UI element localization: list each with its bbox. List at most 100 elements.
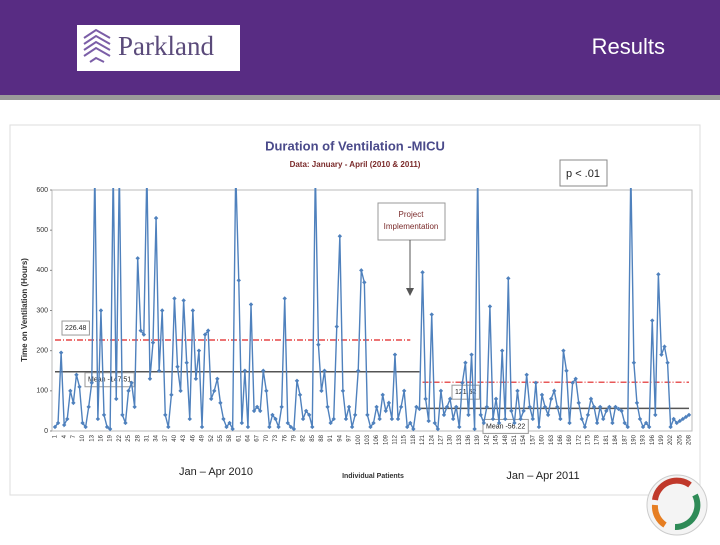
data-point <box>518 416 523 422</box>
data-point <box>472 426 477 432</box>
data-point <box>564 368 569 373</box>
data-point <box>659 352 664 357</box>
data-point <box>282 296 287 301</box>
data-point <box>668 424 673 430</box>
data-point <box>398 404 404 410</box>
x-tick-label: 40 <box>172 434 178 441</box>
x-tick-label: 151 <box>512 434 518 445</box>
data-point <box>159 308 165 313</box>
data-point <box>83 424 88 430</box>
data-point <box>132 404 137 410</box>
x-tick-label: 127 <box>438 434 444 445</box>
data-point <box>423 396 428 402</box>
data-point <box>555 404 560 410</box>
data-point <box>248 302 254 307</box>
x-tick-label: 124 <box>429 434 435 445</box>
x-tick-label: 61 <box>236 434 242 441</box>
data-point <box>267 424 272 430</box>
data-point <box>420 270 425 275</box>
data-point <box>533 380 539 385</box>
data-point <box>515 388 520 394</box>
reference-label: 121.52 <box>455 389 477 396</box>
data-point <box>202 332 208 337</box>
x-tick-label: 112 <box>393 434 399 444</box>
data-point <box>316 342 321 347</box>
x-tick-label: 184 <box>613 434 619 445</box>
data-point <box>307 412 312 418</box>
data-point <box>509 408 514 414</box>
data-point <box>215 376 220 381</box>
data-point <box>68 388 73 394</box>
x-tick-label: 139 <box>475 434 481 445</box>
data-point <box>478 412 483 418</box>
data-point <box>218 400 223 406</box>
data-point <box>392 352 398 357</box>
logo-icon <box>83 28 111 63</box>
data-point <box>98 308 104 313</box>
data-point <box>677 418 683 424</box>
chart-title: Duration of Ventilation -MICU <box>265 138 445 153</box>
x-tick-label: 76 <box>282 434 288 441</box>
data-point <box>408 420 413 426</box>
data-point <box>365 412 370 418</box>
x-tick-label: 10 <box>80 434 86 441</box>
x-tick-label: 70 <box>264 434 270 441</box>
data-point <box>457 424 462 430</box>
data-point <box>340 388 346 394</box>
reference-label: 226.48 <box>65 325 87 332</box>
data-point <box>212 388 217 394</box>
x-tick-label: 7 <box>71 434 77 438</box>
data-point <box>631 360 637 365</box>
x-tick-label: 115 <box>402 434 408 444</box>
data-point <box>527 404 532 410</box>
data-point <box>450 416 456 422</box>
data-point <box>356 368 361 373</box>
x-tick-label: 49 <box>200 434 206 441</box>
x-tick-label: 25 <box>126 434 132 441</box>
data-point <box>172 296 177 301</box>
data-point <box>285 420 290 426</box>
data-point <box>484 404 490 410</box>
data-point <box>300 416 306 422</box>
data-point <box>680 416 686 422</box>
x-tick-label: 172 <box>576 434 582 445</box>
x-tick-label: 160 <box>540 434 546 445</box>
data-point <box>368 424 373 430</box>
x-tick-label: 205 <box>677 434 683 445</box>
data-point <box>604 408 609 414</box>
x-tick-label: 208 <box>687 434 693 445</box>
data-point <box>493 396 499 402</box>
data-point <box>619 408 624 414</box>
data-point <box>395 416 401 422</box>
period-label: Jan – Apr 2010 <box>179 466 253 478</box>
x-tick-label: 202 <box>668 434 674 445</box>
x-tick-label: 193 <box>641 434 647 445</box>
data-point <box>665 360 670 365</box>
data-point <box>579 416 585 422</box>
x-tick-label: 94 <box>337 434 343 441</box>
data-point <box>441 412 447 418</box>
data-point <box>242 368 248 373</box>
x-tick-label: 52 <box>209 434 215 441</box>
data-point <box>303 408 309 414</box>
x-tick-label: 19 <box>108 434 114 441</box>
data-point <box>460 380 465 385</box>
data-point <box>236 278 241 283</box>
x-tick-label: 142 <box>484 434 490 445</box>
y-tick-label: 200 <box>36 348 48 355</box>
x-tick-label: 22 <box>117 434 123 441</box>
data-point <box>184 360 189 365</box>
slide-title: Results <box>592 34 665 59</box>
y-tick-label: 400 <box>36 267 48 274</box>
data-point <box>616 406 621 412</box>
data-point <box>582 424 588 430</box>
data-point <box>683 414 689 420</box>
x-tick-label: 100 <box>356 434 362 445</box>
x-tick-label: 196 <box>650 434 656 445</box>
data-point <box>288 424 294 430</box>
data-point <box>374 404 379 410</box>
y-tick-label: 300 <box>36 307 48 314</box>
data-point <box>646 424 652 430</box>
data-point <box>193 376 199 381</box>
data-point <box>55 420 61 426</box>
